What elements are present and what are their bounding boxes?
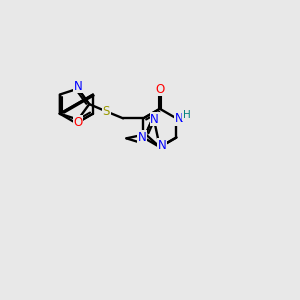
Text: O: O — [155, 82, 164, 96]
Text: N: N — [158, 139, 166, 152]
Text: S: S — [103, 105, 110, 118]
Text: O: O — [74, 116, 82, 129]
Text: N: N — [175, 112, 184, 125]
Text: H: H — [183, 110, 190, 120]
Text: N: N — [138, 131, 146, 144]
Text: N: N — [150, 113, 159, 126]
Text: N: N — [74, 80, 82, 93]
